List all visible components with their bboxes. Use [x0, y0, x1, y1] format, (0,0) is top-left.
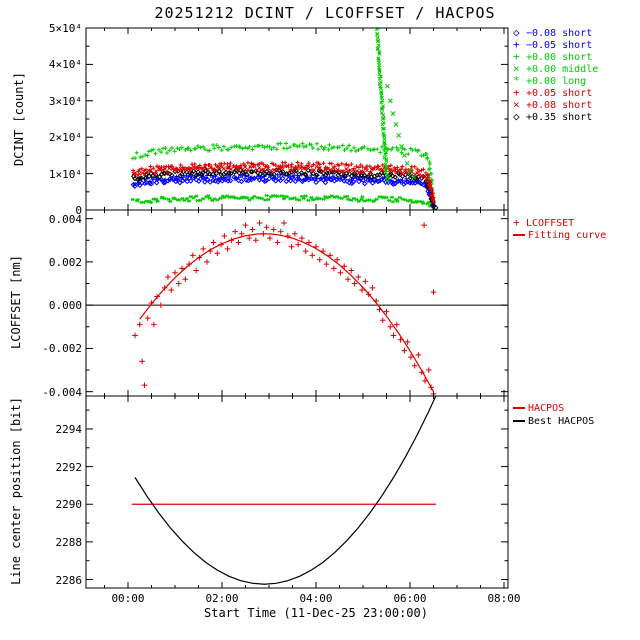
- legend-label: +0.00 short: [526, 52, 593, 63]
- legend-item: ◇ +0.35 short: [513, 111, 592, 123]
- x-icon: ×: [513, 62, 520, 75]
- x-tick-label: 02:00: [205, 592, 239, 605]
- y-tick-label: 0: [75, 204, 82, 217]
- legend-item: + +0.00 short: [513, 51, 592, 63]
- y-tick-label: 2292: [55, 460, 83, 474]
- legend-label: −0.08 short: [526, 28, 593, 39]
- line-icon: [513, 407, 525, 409]
- y-tick-label: 2×10⁴: [48, 131, 82, 145]
- x-tick-label: 08:00: [487, 592, 521, 605]
- plus-icon: +: [513, 86, 520, 99]
- hacpos-series: [131, 396, 437, 585]
- y-tick-label: 0.000: [48, 299, 82, 313]
- chart-title: 20251212 DCINT / LCOFFSET / HACPOS: [154, 4, 496, 22]
- legend-label: +0.00 long: [526, 76, 587, 87]
- asterisk-icon: *: [513, 74, 520, 87]
- legend-label: +0.05 short: [526, 88, 593, 99]
- y-tick-label: 2290: [55, 498, 83, 512]
- y-tick-label: 0.004: [48, 212, 82, 226]
- legend-label: Best HACPOS: [528, 416, 595, 427]
- line-icon: [513, 420, 525, 422]
- plus-icon: +: [513, 216, 520, 229]
- plus-icon: +: [513, 38, 520, 51]
- axes-panel-2: [85, 395, 509, 589]
- y-tick-label: 5×10⁴: [48, 22, 82, 35]
- x-icon: ×: [513, 98, 520, 111]
- legend-item: HACPOS: [513, 403, 564, 414]
- legend-item: * +0.00 long: [513, 75, 586, 87]
- y-tick-label: -0.004: [42, 385, 82, 399]
- legend-item: Best HACPOS: [513, 416, 594, 427]
- lcoffset-series: [86, 220, 508, 396]
- y-tick-label: -0.002: [42, 342, 82, 356]
- diamond-icon: ◇: [513, 110, 520, 123]
- dcint-series: [130, 28, 439, 210]
- plus-icon: +: [513, 50, 520, 63]
- legend-label: +0.35 short: [526, 112, 593, 123]
- legend-item: + +0.05 short: [513, 87, 592, 99]
- y-tick-label: 4×10⁴: [48, 58, 82, 72]
- x-tick-label: 04:00: [299, 592, 333, 605]
- legend-label: HACPOS: [528, 403, 565, 414]
- legend-item: ◇ −0.08 short: [513, 27, 592, 39]
- x-axis-label: Start Time (11-Dec-25 23:00:00): [204, 606, 428, 620]
- y-tick-label: 0.002: [48, 255, 82, 269]
- y-tick-label: 3×10⁴: [48, 94, 82, 108]
- legend-label: Fitting curve: [528, 230, 607, 241]
- legend-item: × +0.00 middle: [513, 63, 598, 75]
- legend-label: +0.08 short: [526, 100, 593, 111]
- legend-item: × +0.08 short: [513, 99, 592, 111]
- y-tick-label: 1×10⁴: [48, 167, 82, 181]
- line-icon: [513, 234, 525, 236]
- y-tick-label: 2294: [55, 422, 83, 436]
- legend-label: LCOFFSET: [526, 218, 575, 229]
- diamond-icon: ◇: [513, 26, 520, 39]
- legend-item: + −0.05 short: [513, 39, 592, 51]
- x-tick-label: 00:00: [111, 592, 145, 605]
- y-tick-label: 2288: [55, 535, 83, 549]
- legend-item: + LCOFFSET: [513, 217, 574, 229]
- legend-item: Fitting curve: [513, 230, 606, 241]
- legend-label: +0.00 middle: [526, 64, 599, 75]
- legend-label: −0.05 short: [526, 40, 593, 51]
- y-tick-label: 2286: [55, 573, 83, 587]
- x-tick-label: 06:00: [393, 592, 427, 605]
